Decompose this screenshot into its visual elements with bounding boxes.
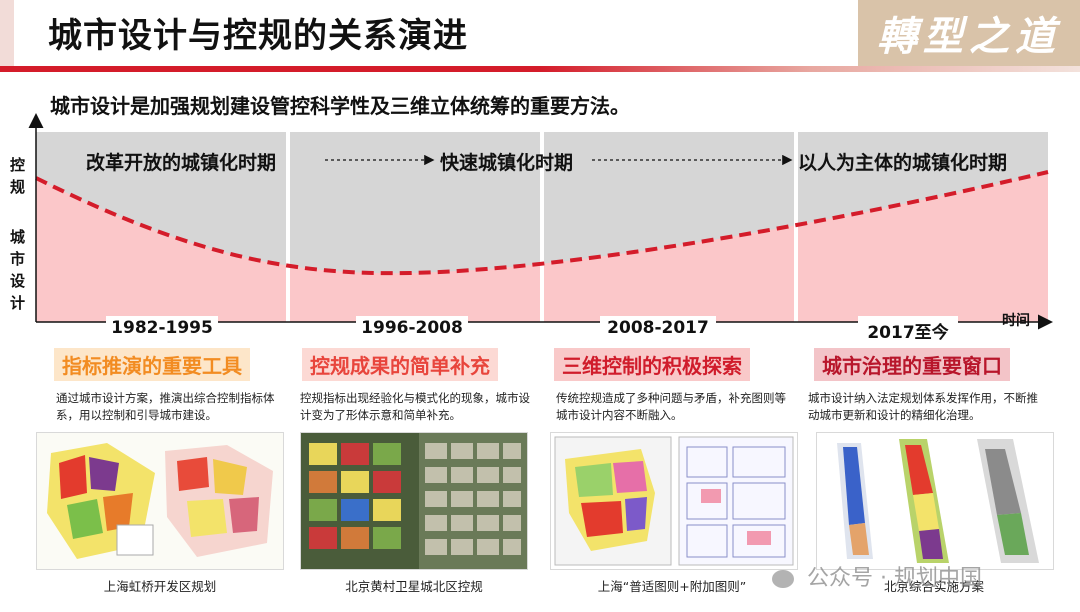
wechat-icon [772, 570, 794, 588]
evolution-diagram [28, 113, 1053, 340]
trend-curve [35, 170, 1049, 276]
header-accent [0, 0, 14, 66]
header-divider [0, 66, 1080, 72]
brand-logo: 轉型之道 [858, 0, 1080, 66]
map-thumbnail-hongqiao [36, 432, 284, 570]
page-title: 城市设计与控规的关系演进 [48, 16, 468, 56]
caption-4: 北京综合实施方案 [883, 579, 984, 594]
stage-desc-4: 城市设计纳入法定规划体系发挥作用，不断推动城市更新和设计的精细化治理。 [808, 391, 1038, 422]
y-axis-label-control: 控规 [10, 156, 26, 196]
period-label-3: 以人为主体的城镇化时期 [798, 152, 1008, 174]
stage-title-4: 城市治理的重要窗口 [814, 348, 1010, 381]
map-thumbnail-shanghai-plans [550, 432, 798, 570]
map-thumbnail-huangcun [300, 432, 528, 570]
period-label-1: 改革开放的城镇化时期 [86, 152, 277, 174]
page-subtitle: 城市设计是加强规划建设管控科学性及三维立体统筹的重要方法。 [50, 94, 630, 118]
caption-1: 上海虹桥开发区规划 [103, 579, 217, 594]
stage-title-2: 控规成果的简单补充 [302, 348, 498, 381]
stage-desc-1: 通过城市设计方案，推演出综合控制指标体系，用以控制和引导城市建设。 [56, 391, 275, 422]
map-thumbnail-beijing-plan [816, 432, 1054, 570]
year-label-3: 2008-2017 [607, 318, 709, 338]
year-label-2: 1996-2008 [361, 318, 463, 338]
caption-3: 上海“普适图则+附加图则” [597, 579, 747, 594]
year-label-1: 1982-1995 [111, 318, 213, 338]
watermark-text: 公众号 · 规划中国 [807, 566, 982, 591]
year-label-4: 2017至今 [867, 323, 949, 343]
stage-title-1: 指标推演的重要工具 [54, 348, 250, 381]
stage-title-3: 三维控制的积极探索 [554, 348, 750, 381]
stage-desc-2: 控规指标出现经验化与模式化的现象，城市设计变为了形体示意和简单补充。 [300, 391, 530, 422]
caption-2: 北京黄村卫星城北区控规 [345, 579, 483, 594]
y-axis-label-urban-design: 城市设计 [10, 228, 26, 312]
year-tabs [106, 316, 958, 340]
x-axis-label: 时间 [1002, 313, 1030, 329]
watermark: 公众号 · 规划中国 [772, 560, 982, 592]
period-label-2: 快速城镇化时期 [440, 152, 574, 174]
stage-desc-3: 传统控规造成了多种问题与矛盾，补充图则等城市设计内容不断融入。 [556, 391, 786, 422]
